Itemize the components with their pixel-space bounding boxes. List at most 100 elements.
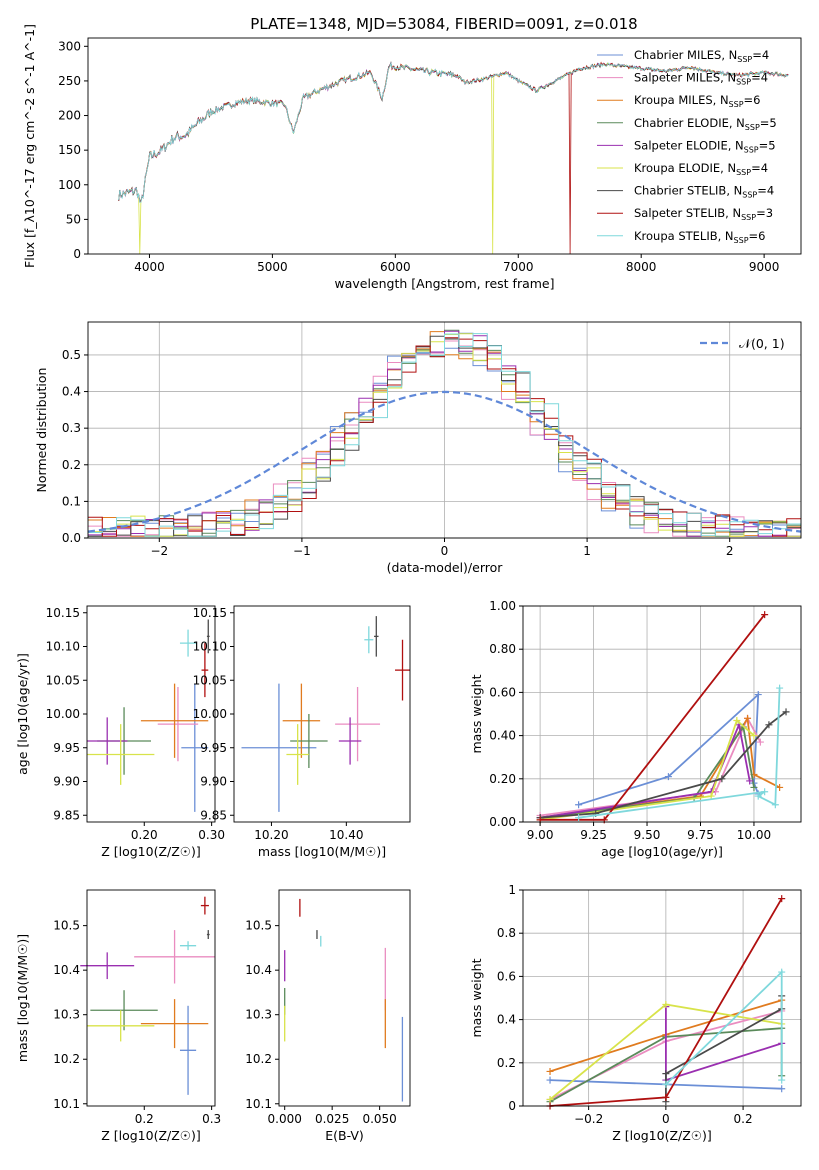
histogram-4 xyxy=(88,330,801,537)
axes-frame xyxy=(522,889,802,1107)
y-tick-label: 9.85 xyxy=(200,808,227,822)
axes-frame xyxy=(278,889,411,1107)
x-tick-label: −2 xyxy=(150,544,168,558)
figure-title: PLATE=1348, MJD=53084, FIBERID=0091, z=0… xyxy=(250,15,637,33)
weight-marker-5 xyxy=(733,716,741,724)
x-tick-label: 0.20 xyxy=(131,828,158,842)
y-tick-label: 0.60 xyxy=(489,685,516,699)
x-axis-label: E(B-V) xyxy=(325,1128,364,1143)
y-tick-label: 100 xyxy=(58,178,81,192)
y-tick-label: 10.15 xyxy=(193,606,227,620)
weight-marker-8 xyxy=(778,1076,786,1084)
weight-marker-1 xyxy=(756,738,764,746)
y-axis-label: Normed distribution xyxy=(34,368,49,493)
y-tick-label: 10.3 xyxy=(53,1008,80,1022)
x-tick-label: 9.50 xyxy=(634,828,661,842)
x-tick-label: 4000 xyxy=(134,260,165,274)
y-tick-label: 10.10 xyxy=(46,640,80,654)
y-tick-label: 0 xyxy=(73,247,81,261)
legend-label-0: Chabrier MILES, NSSP=4 xyxy=(634,48,769,64)
y-axis-label: mass [log10(M/M☉)] xyxy=(15,934,30,1062)
legend: Chabrier MILES, NSSP=4 Salpeter MILES, NS… xyxy=(597,48,777,245)
weight-marker-8 xyxy=(754,792,762,800)
weight-marker-7 xyxy=(662,1093,670,1101)
axes-frame xyxy=(233,605,411,823)
weight-marker-0 xyxy=(754,691,762,699)
legend-label-5: Kroupa ELODIE, NSSP=4 xyxy=(634,161,768,177)
x-tick-label: 0 xyxy=(441,544,449,558)
weight-line-0 xyxy=(578,692,760,806)
plot-area xyxy=(80,896,215,1095)
weight-marker-0 xyxy=(575,801,583,809)
weight-marker-8 xyxy=(575,814,583,822)
weight-marker-8 xyxy=(771,801,779,809)
weight-marker-5 xyxy=(750,732,758,740)
weight-marker-4 xyxy=(746,777,754,785)
x-tick-label: 2 xyxy=(726,544,734,558)
x-axis-label: Z [log10(Z/Z☉)] xyxy=(612,1128,712,1143)
y-tick-label: 200 xyxy=(58,109,81,123)
panel-mass-vs-Z: 0.2 0.3 10.1 10.2 10.3 10.4 10.5 Z [log10(Z/Z☉)… xyxy=(15,889,221,1143)
weight-marker-0 xyxy=(778,1085,786,1093)
legend-label-normal: 𝒩(0, 1) xyxy=(739,336,785,351)
y-tick-label: 10.2 xyxy=(245,1052,272,1066)
weight-marker-2 xyxy=(546,1067,554,1075)
x-tick-label: 10.00 xyxy=(737,828,771,842)
plot-area xyxy=(546,895,786,1110)
weight-marker-0 xyxy=(664,773,672,781)
plot-area xyxy=(536,611,790,824)
weight-marker-7 xyxy=(761,611,769,619)
plot-area: 𝒩(0, 1) xyxy=(87,329,802,537)
panel-residuals: 𝒩(0, 1) −2 −1 0 1 2 0.0 0.1 0.2 0.3 0.4 0.5 (data-mo… xyxy=(34,321,802,575)
y-tick-label: 0.1 xyxy=(62,494,81,508)
y-tick-label: 10.1 xyxy=(245,1097,272,1111)
weight-marker-6 xyxy=(782,708,790,716)
x-tick-label: 7000 xyxy=(503,260,534,274)
y-tick-label: 0.40 xyxy=(489,729,516,743)
y-axis-label: mass weight xyxy=(469,674,484,753)
x-tick-label: 0.30 xyxy=(198,828,225,842)
y-tick-label: 250 xyxy=(58,74,81,88)
y-tick-label: 9.95 xyxy=(200,741,227,755)
x-tick-label: 0.2 xyxy=(135,1112,154,1126)
weight-marker-2 xyxy=(744,714,752,722)
y-axis-label: mass weight xyxy=(469,958,484,1037)
weight-marker-8 xyxy=(776,684,784,692)
y-tick-label: 10.2 xyxy=(53,1052,80,1066)
axes-frame xyxy=(522,605,802,823)
x-tick-label: 10.40 xyxy=(329,828,363,842)
x-tick-label: 9000 xyxy=(749,260,780,274)
x-axis-label: (data-model)/error xyxy=(387,560,504,575)
legend-label-3: Chabrier ELODIE, NSSP=5 xyxy=(634,116,777,132)
spectrum-line-5 xyxy=(118,62,789,255)
legend-label-1: Salpeter MILES, NSSP=4 xyxy=(634,71,768,87)
y-tick-label: 0.8 xyxy=(497,926,516,940)
y-tick-label: 1.00 xyxy=(489,599,516,613)
x-axis-label: age [log10(age/yr)] xyxy=(601,844,723,859)
y-tick-label: 10.00 xyxy=(193,707,227,721)
plot-area: Chabrier MILES, NSSP=4 Salpeter MILES, NS… xyxy=(118,48,789,255)
panel-mass-vs-EBV: 0.000 0.025 0.050 10.1 10.2 10.3 10.4 10.5 E(B-V… xyxy=(245,889,411,1143)
axes-frame xyxy=(87,37,802,255)
y-axis-label: Flux [f_λ10^-17 erg cm^-2 s^-1 A^-1] xyxy=(22,24,37,268)
y-tick-label: 300 xyxy=(58,39,81,53)
legend-label-6: Chabrier STELIB, NSSP=4 xyxy=(634,184,774,200)
x-axis-label: Z [log10(Z/Z☉)] xyxy=(101,1128,201,1143)
y-tick-label: 10.5 xyxy=(245,919,272,933)
weight-line-8 xyxy=(665,969,783,1086)
spectrum-line-8 xyxy=(118,61,789,203)
y-tick-label: 0.5 xyxy=(62,348,81,362)
axes-frame xyxy=(87,321,802,539)
y-tick-label: 1 xyxy=(508,883,516,897)
x-tick-label: 9.25 xyxy=(580,828,607,842)
weight-marker-8 xyxy=(761,788,769,796)
plot-area xyxy=(87,619,210,812)
legend-label-8: Kroupa STELIB, NSSP=6 xyxy=(634,229,765,245)
y-tick-label: 0.0 xyxy=(62,531,81,545)
weight-marker-0 xyxy=(546,1076,554,1084)
x-tick-label: 6000 xyxy=(380,260,411,274)
x-tick-label: 10.20 xyxy=(254,828,288,842)
y-tick-label: 10.1 xyxy=(53,1097,80,1111)
x-tick-label: 5000 xyxy=(257,260,288,274)
